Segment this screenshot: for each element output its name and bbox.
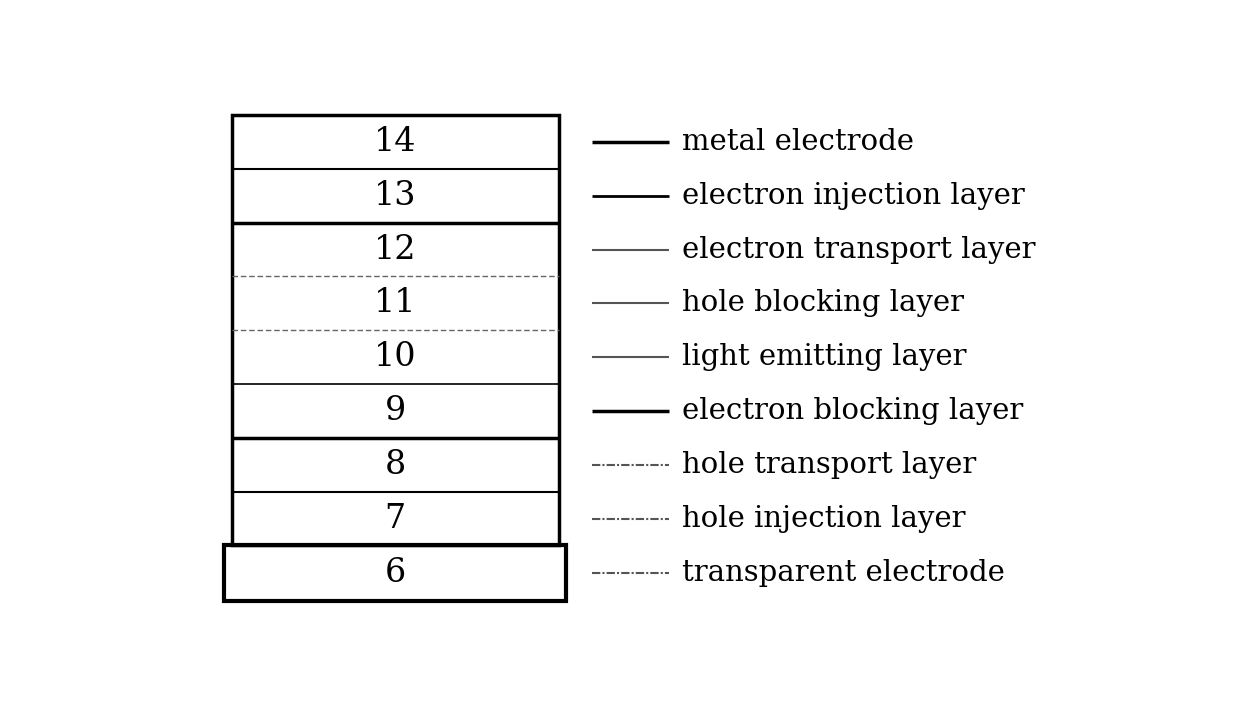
- Text: 9: 9: [384, 395, 405, 427]
- Text: 14: 14: [374, 126, 417, 158]
- Text: transparent electrode: transparent electrode: [682, 560, 1004, 587]
- Text: 13: 13: [374, 180, 417, 212]
- Text: 11: 11: [374, 287, 417, 319]
- Text: electron injection layer: electron injection layer: [682, 182, 1024, 210]
- Text: 12: 12: [374, 234, 417, 266]
- Text: 7: 7: [384, 502, 405, 534]
- Text: hole injection layer: hole injection layer: [682, 505, 965, 533]
- Text: electron transport layer: electron transport layer: [682, 235, 1035, 264]
- Text: light emitting layer: light emitting layer: [682, 343, 966, 371]
- Text: hole blocking layer: hole blocking layer: [682, 290, 963, 317]
- Text: 6: 6: [384, 558, 405, 590]
- Text: metal electrode: metal electrode: [682, 128, 914, 156]
- Text: 10: 10: [374, 341, 417, 373]
- Text: electron blocking layer: electron blocking layer: [682, 397, 1023, 425]
- Text: 8: 8: [384, 449, 405, 481]
- Text: hole transport layer: hole transport layer: [682, 451, 976, 478]
